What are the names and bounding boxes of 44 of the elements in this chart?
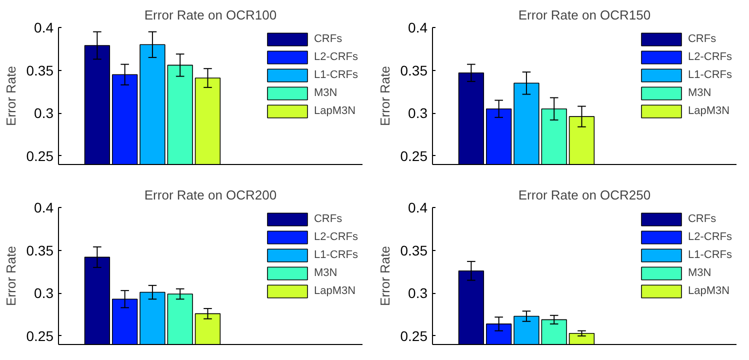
legend-label: CRFs (688, 32, 716, 47)
legend-label: L1-CRFs (688, 248, 732, 263)
legend-label: L1-CRFs (314, 248, 358, 263)
chart-title: Error Rate on OCR250 (518, 188, 651, 202)
y-axis-title: Error Rate (3, 246, 18, 306)
y-axis-title: Error Rate (3, 66, 18, 126)
y-tick-label: 0.3 (34, 105, 54, 122)
legend-label: M3N (688, 266, 712, 281)
y-tick-label: 0.25 (26, 328, 54, 344)
y-tick-label: 0.3 (408, 105, 428, 122)
y-tick-label: 0.3 (34, 285, 54, 302)
y-tick-label: 0.4 (408, 200, 428, 216)
y-axis-title: Error Rate (377, 66, 392, 126)
legend-label: L2-CRFs (314, 50, 358, 65)
y-tick-label: 0.35 (26, 242, 54, 258)
y-tick-label: 0.4 (34, 20, 54, 36)
y-tick-label: 0.25 (400, 328, 428, 344)
chart-title: Error Rate on OCR100 (144, 8, 277, 22)
y-tick-label: 0.35 (26, 62, 54, 78)
y-tick-label: 0.25 (400, 148, 428, 164)
legend-label: M3N (314, 86, 338, 101)
chart-title: Error Rate on OCR200 (144, 188, 277, 202)
legend-label: M3N (314, 266, 338, 281)
legend-label: LapM3N (688, 284, 730, 299)
legend-label: LapM3N (314, 284, 356, 299)
legend-label: M3N (688, 86, 712, 101)
y-tick-label: 0.25 (26, 148, 54, 164)
legend-label: LapM3N (688, 104, 730, 119)
legend-label: CRFs (688, 212, 716, 227)
y-tick-label: 0.35 (400, 62, 428, 78)
legend-label: LapM3N (314, 104, 356, 119)
y-tick-label: 0.4 (34, 200, 54, 216)
legend-label: L2-CRFs (314, 230, 358, 245)
y-axis-title: Error Rate (377, 246, 392, 306)
y-tick-label: 0.35 (400, 242, 428, 258)
chart-title: Error Rate on OCR150 (518, 8, 651, 22)
legend-label: CRFs (314, 32, 342, 47)
legend-label: L1-CRFs (314, 68, 358, 83)
legend-label: L2-CRFs (688, 230, 732, 245)
legend-label: CRFs (314, 212, 342, 227)
y-tick-label: 0.3 (408, 285, 428, 302)
legend-label: L1-CRFs (688, 68, 732, 83)
legend-label: L2-CRFs (688, 50, 732, 65)
y-tick-label: 0.4 (408, 20, 428, 36)
